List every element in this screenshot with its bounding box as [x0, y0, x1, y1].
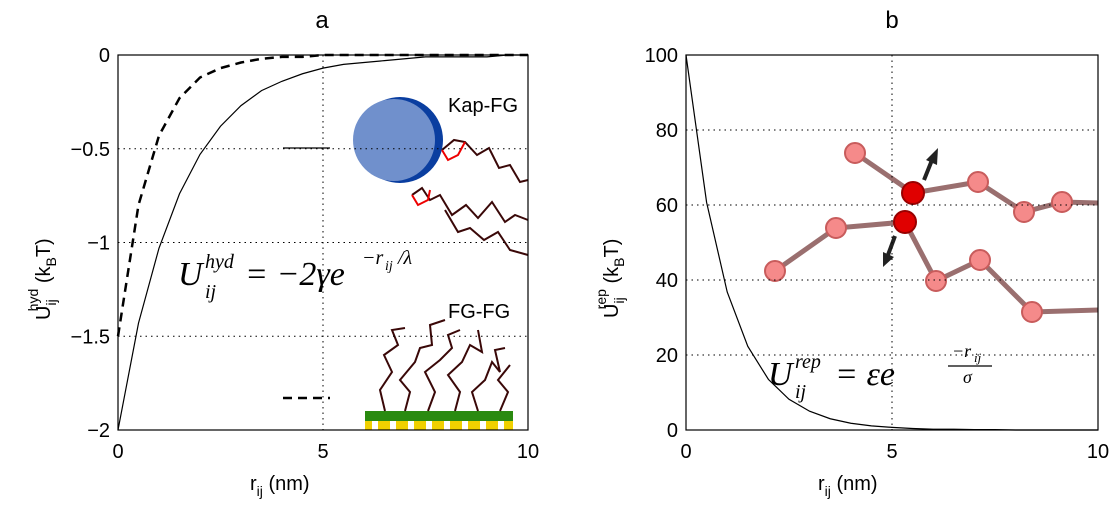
chart-title: a: [315, 7, 329, 34]
y-tick-label: 80: [656, 120, 678, 142]
chart-title: b: [885, 7, 898, 34]
line-series: [685, 54, 1098, 431]
x-tick-label: 0: [680, 441, 691, 463]
annotation: Kap-FG: [448, 95, 518, 117]
y-tick-label: 20: [656, 345, 678, 367]
eq-part: ij: [385, 259, 393, 274]
equation: U ij hyd = −2γe −r ij /λ U ij rep = εe −…: [178, 247, 992, 403]
eq-part: = εe: [835, 356, 895, 393]
eq-part: rep: [795, 351, 821, 373]
eq-part: /λ: [397, 247, 413, 269]
eq-part: −r: [362, 247, 383, 269]
line-series: [116, 53, 528, 337]
x-tick-label: 10: [517, 441, 539, 463]
plot-frame: [117, 54, 529, 431]
eq-part: −r: [952, 341, 972, 361]
x-axis-label: rij (nm): [250, 473, 310, 499]
eq-part: ij: [974, 350, 982, 365]
eq-part: ij: [795, 381, 807, 403]
y-axis-label: Uijhyd (kBT): [25, 238, 59, 320]
y-tick-label: 100: [645, 45, 678, 67]
eq-part: hyd: [205, 251, 235, 273]
y-tick-label: −0.5: [71, 139, 110, 161]
illustration-fg-fg: [365, 319, 513, 430]
eq-part: σ: [963, 367, 973, 387]
eq-part: = −2γe: [245, 256, 345, 293]
eq-part: U: [178, 256, 205, 293]
plot-frame: [685, 54, 1099, 431]
x-tick-label: 10: [1087, 441, 1109, 463]
y-tick-label: 60: [656, 195, 678, 217]
y-axis-label: Uijrep (kBT): [593, 239, 627, 318]
eq-part: ij: [205, 281, 217, 303]
x-tick-label: 0: [112, 441, 123, 463]
y-tick-label: −1: [87, 233, 110, 255]
x-tick-label: 5: [317, 441, 328, 463]
y-tick-label: 0: [667, 420, 678, 442]
y-tick-label: 0: [99, 45, 110, 67]
y-tick-label: −2: [87, 420, 110, 442]
annotation: FG-FG: [448, 301, 510, 323]
illustration-beads: [764, 142, 1099, 323]
y-tick-label: −1.5: [71, 326, 110, 348]
eq-part: U: [768, 356, 795, 393]
line-series: [117, 54, 528, 431]
y-tick-label: 40: [656, 270, 678, 292]
x-tick-label: 5: [886, 441, 897, 463]
illustration-kap-fg: [353, 97, 529, 256]
x-axis-label: rij (nm): [818, 473, 878, 499]
